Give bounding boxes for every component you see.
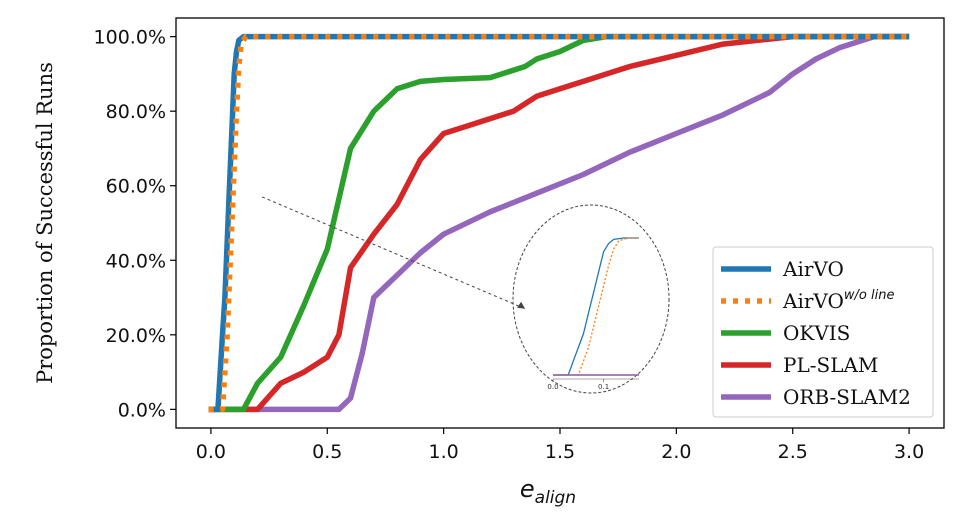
x-tick-label: 1.0 [429,441,459,463]
series-line-airvo-w-o-line [208,33,910,413]
zoom-inset: 0.0 0.1 [261,196,670,394]
x-tick-label: 0.0 [196,441,226,463]
x-axis-ticks: 0.0 0.5 1.0 1.5 2.0 2.5 3.0 [196,428,924,463]
inset-line-airvo [553,237,639,376]
inset-ellipse [512,204,670,394]
x-axis-label-main: e [520,475,535,503]
y-tick-label: 60.0% [106,176,166,198]
inset-x-tick-label: 0.0 [547,383,558,391]
inset-line-airvo-w-o-line [553,237,639,376]
series-line-okvis [208,33,910,413]
y-tick-label: 40.0% [106,250,166,272]
y-axis-ticks: 0.0% 20.0% 40.0% 60.0% 80.0% 100.0% [94,27,176,421]
x-axis-label: ealign [520,475,576,508]
x-tick-label: 1.5 [545,441,575,463]
y-tick-label: 20.0% [106,325,166,347]
legend-label-airvo-w-o-line: AirVOw/o line [782,288,894,313]
series-lines [208,33,910,413]
y-tick-label: 0.0% [118,399,166,421]
legend-label-pl-slam: PL-SLAM [783,353,878,377]
series-line-orb-slam2 [208,33,910,413]
x-tick-label: 2.0 [661,441,691,463]
legend-label-airvo: AirVO [782,257,844,281]
legend-label-okvis: OKVIS [783,321,850,345]
x-tick-label: 3.0 [894,441,924,463]
legend-box [712,246,934,418]
legend-label-superscript: w/o line [844,288,895,303]
x-tick-label: 0.5 [312,441,342,463]
x-tick-label: 2.5 [778,441,808,463]
series-line-pl-slam [208,33,910,413]
y-axis-label: Proportion of Successful Runs [33,62,57,384]
y-tick-label: 100.0% [94,27,166,49]
inset-pointer-arrowhead [517,301,526,309]
legend-label-orb-slam2: ORB-SLAM2 [783,385,911,409]
legend: AirVO AirVOw/o line OKVIS PL-SLAM ORB-SLAM2 [712,246,934,418]
x-axis-label-subscript: align [535,488,576,508]
inset-x-tick-label: 0.1 [598,383,609,391]
y-tick-label: 80.0% [106,101,166,123]
